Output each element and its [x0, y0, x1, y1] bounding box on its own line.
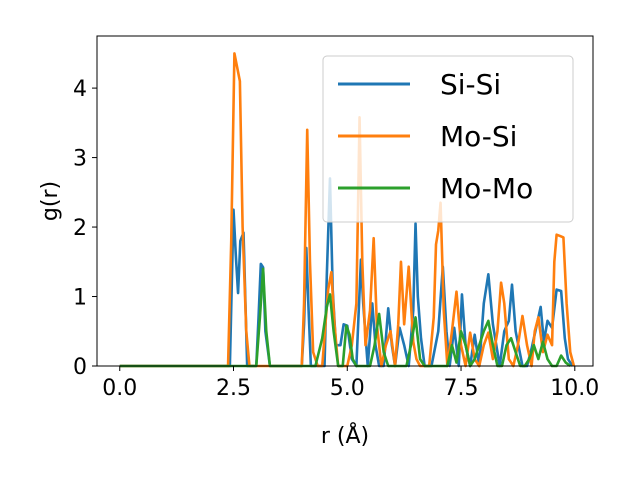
x-tick-label: 5.0: [330, 376, 365, 401]
legend-label-mo-mo: Mo-Mo: [440, 172, 533, 205]
x-tick-label: 2.5: [216, 376, 251, 401]
x-tick-label: 7.5: [444, 376, 479, 401]
y-axis-label: g(r): [38, 181, 63, 221]
x-tick-label: 10.0: [550, 376, 599, 401]
x-tick-label: 0.0: [102, 376, 137, 401]
y-tick-label: 2: [73, 216, 87, 241]
legend-label-si-si: Si-Si: [440, 68, 501, 101]
plot-frame: [96, 35, 594, 367]
y-tick-label: 1: [73, 286, 87, 311]
legend-label-mo-si: Mo-Si: [440, 120, 517, 153]
legend: Si-Si Mo-Si Mo-Mo: [322, 55, 574, 223]
y-axis: 0 1 2 3 4: [73, 77, 97, 380]
y-tick-label: 0: [73, 355, 87, 380]
series-line-mo-si: [119, 52, 576, 368]
legend-box: [322, 55, 574, 223]
x-axis: 0.0 2.5 5.0 7.5 10.0: [102, 366, 599, 401]
x-axis-label: r (Å): [321, 422, 369, 449]
y-tick-label: 4: [73, 77, 87, 102]
y-tick-label: 3: [73, 147, 87, 172]
